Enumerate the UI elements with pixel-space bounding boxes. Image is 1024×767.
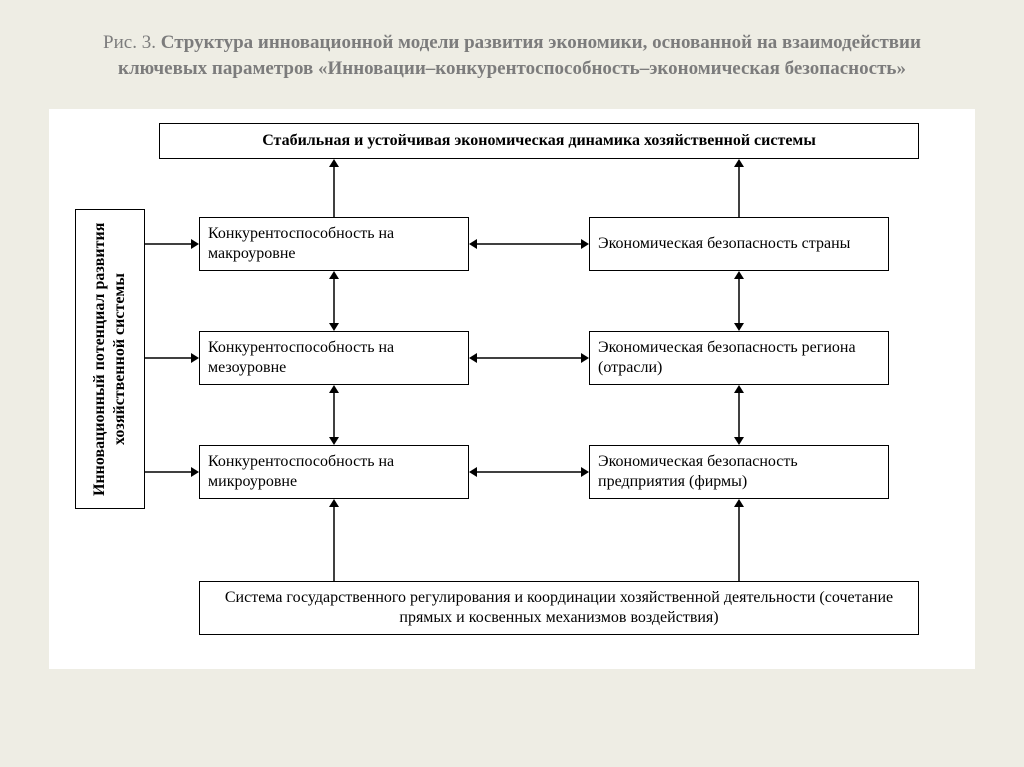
node-security-firm: Экономическая безопасность предприятия (… [589,445,889,499]
node-top-label: Стабильная и устойчивая экономическая ди… [262,131,816,151]
caption-prefix: Рис. 3. [103,32,161,53]
node-competitiveness-macro: Конкурентоспособность на макроуровне [199,217,469,271]
node-sec-country-label: Экономическая безопасность страны [598,234,850,254]
node-top: Стабильная и устойчивая экономическая ди… [159,123,919,159]
node-comp-macro-label: Конкурентоспособность на макроуровне [208,224,460,264]
node-state-regulation: Система государственного регулирования и… [199,581,919,635]
diagram-frame: Стабильная и устойчивая экономическая ди… [49,109,975,669]
node-innovation-potential-label: Инновационный потенциал развития хозяйст… [90,214,130,504]
node-sec-region-label: Экономическая безопасность региона (отра… [598,338,880,378]
node-comp-meso-label: Конкурентоспособность на мезоуровне [208,338,460,378]
node-innovation-potential: Инновационный потенциал развития хозяйст… [75,209,145,509]
node-competitiveness-micro: Конкурентоспособность на микроуровне [199,445,469,499]
node-competitiveness-meso: Конкурентоспособность на мезоуровне [199,331,469,385]
figure-caption: Рис. 3. Структура инновационной модели р… [82,30,942,81]
node-security-region: Экономическая безопасность региона (отра… [589,331,889,385]
node-bottom-label: Система государственного регулирования и… [208,588,910,628]
caption-text: Структура инновационной модели развития … [118,32,921,79]
node-comp-micro-label: Конкурентоспособность на микроуровне [208,452,460,492]
node-sec-firm-label: Экономическая безопасность предприятия (… [598,452,880,492]
node-security-country: Экономическая безопасность страны [589,217,889,271]
